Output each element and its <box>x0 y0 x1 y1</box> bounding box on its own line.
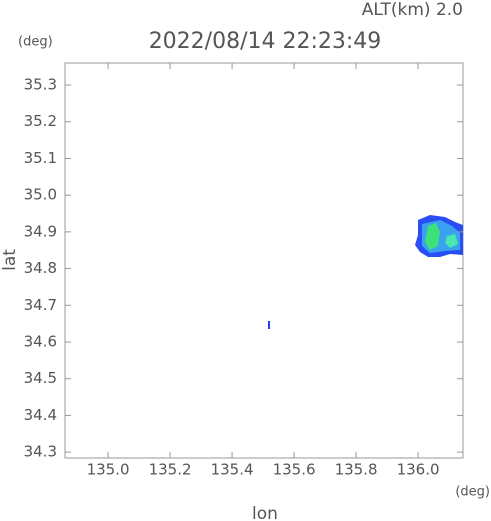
echo-green <box>445 234 458 248</box>
x-tick-label: 135.8 <box>335 461 378 479</box>
y-tick-label: 34.4 <box>24 406 57 424</box>
echo-blue <box>268 321 270 329</box>
x-tick-label: 135.4 <box>211 461 254 479</box>
echo-green <box>425 223 440 250</box>
x-unit: (deg) <box>455 485 490 500</box>
y-tick-label: 35.2 <box>24 112 57 130</box>
x-tick-label: 135.2 <box>149 461 192 479</box>
y-tick-label: 35.0 <box>24 186 57 204</box>
y-tick-label: 35.1 <box>24 149 57 167</box>
y-tick-label: 34.9 <box>24 222 57 240</box>
y-tick-label: 35.3 <box>24 76 57 94</box>
x-tick-label: 136.0 <box>397 461 440 479</box>
x-axis-label: lon <box>252 504 278 521</box>
x-tick-label: 135.6 <box>273 461 316 479</box>
y-unit: (deg) <box>18 35 53 50</box>
y-tick-label: 34.6 <box>24 332 57 350</box>
altitude-label: ALT(km) 2.0 <box>362 0 463 20</box>
x-tick-label: 135.0 <box>87 461 130 479</box>
chart-title: 2022/08/14 22:23:49 <box>149 29 382 54</box>
y-tick-label: 34.7 <box>24 296 57 314</box>
y-tick-label: 34.5 <box>24 369 57 387</box>
y-tick-label: 34.3 <box>24 443 57 461</box>
y-tick-label: 34.8 <box>24 259 57 277</box>
plot-frame <box>64 62 464 459</box>
y-axis-label: lat <box>0 249 20 271</box>
radar-echo <box>268 215 463 329</box>
